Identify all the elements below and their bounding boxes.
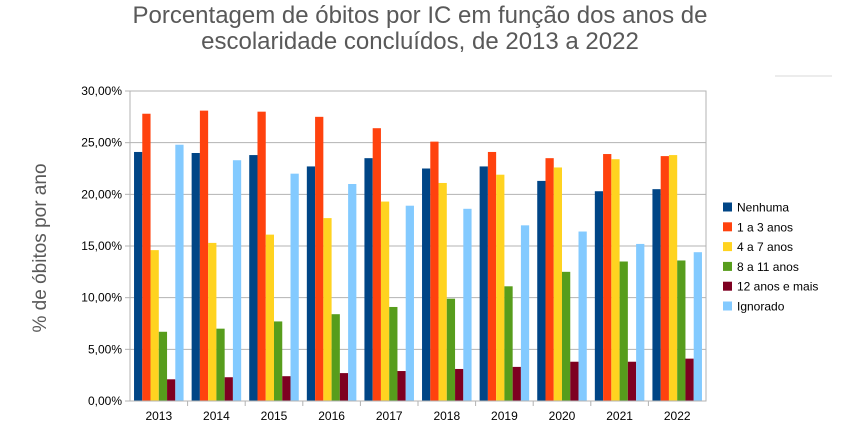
bar [249,155,258,401]
bar [611,159,620,401]
axes: 0,00% 5,00% 10,00% 15,00% 20,00% 25,00% 30,00%… [81,84,707,423]
bar [636,243,645,401]
bar [208,242,217,401]
legend-swatch [723,242,732,252]
bar [323,218,332,401]
bar [553,167,562,401]
bar [339,373,349,401]
bar [158,331,168,401]
bar [372,128,381,401]
bar [496,174,505,401]
bar [422,168,431,401]
legend-swatch [723,281,732,291]
bar [537,180,546,401]
x-tick-label: 2017 [376,409,403,423]
bar [224,377,233,401]
legend-swatch [723,261,732,271]
bar [652,189,661,401]
y-tick-label: 30,00% [81,84,122,98]
bar [167,379,176,401]
y-tick-label: 20,00% [81,187,122,201]
bar [274,321,283,401]
legend-swatch [723,222,732,232]
x-tick-label: 2021 [606,409,633,423]
bar [315,116,324,401]
y-tick-label: 25,00% [81,136,122,150]
bar [216,328,225,401]
bar [455,368,464,401]
legend-swatch [723,202,732,212]
y-tick-label: 0,00% [88,394,122,408]
bar [364,158,373,401]
y-axis-label: % de óbitos por ano [30,163,51,332]
bar [232,160,242,401]
x-tick-label: 2019 [491,409,518,423]
bar [685,358,694,401]
bar [603,154,612,401]
bar [257,111,266,402]
bar [438,182,447,401]
bar [348,184,357,401]
bar [265,234,274,401]
y-tick-label: 15,00% [81,239,122,253]
bar [677,260,686,401]
legend: Nenhuma 1 a 3 anos 4 a 7 anos 8 a 11 anos 12… [723,201,818,314]
bar [627,361,637,401]
bar [380,201,390,401]
y-tick-label: 5,00% [88,342,122,356]
bar [463,208,472,401]
bar [397,371,406,401]
bar [619,261,628,401]
chart-title-line-1: Porcentagem de óbitos por IC em função d… [132,2,707,29]
bar [389,306,398,401]
bar [150,250,159,401]
bar [142,113,151,401]
bar [520,225,530,401]
bar [693,252,702,401]
bar [562,271,571,401]
bar [290,173,299,401]
legend-label: 8 a 11 anos [737,260,799,274]
bar [578,231,587,401]
bar [282,376,291,401]
legend-swatch [723,301,732,311]
bar [660,156,669,401]
chart-title-line-2: escolaridade concluídos, de 2013 a 2022 [201,28,639,55]
legend-label: 12 anos e mais [737,280,818,294]
x-tick-label: 2018 [433,409,460,423]
bar [306,166,316,401]
x-tick-label: 2014 [203,409,230,423]
bar [594,191,604,401]
bar [512,366,521,401]
x-tick-label: 2020 [549,409,576,423]
bar [545,158,554,401]
bar [479,166,488,401]
bar [405,205,414,401]
bar [331,314,340,401]
bar [199,110,209,401]
bar [191,153,200,401]
bar [487,151,497,401]
bar [175,144,184,401]
x-tick-label: 2016 [318,409,345,423]
bar [134,151,143,401]
legend-label: Ignorado [737,300,785,314]
x-tick-label: 2022 [664,409,691,423]
legend-label: 4 a 7 anos [737,240,793,254]
bar [570,361,579,401]
bar [430,141,439,401]
bar [446,298,456,401]
legend-label: 1 a 3 anos [737,220,793,234]
legend-label: Nenhuma [737,201,789,215]
x-tick-label: 2015 [261,409,288,423]
bar [668,155,678,401]
x-tick-label: 2013 [145,409,172,423]
y-tick-label: 10,00% [81,291,122,305]
bars [134,110,702,402]
bar [504,286,513,401]
